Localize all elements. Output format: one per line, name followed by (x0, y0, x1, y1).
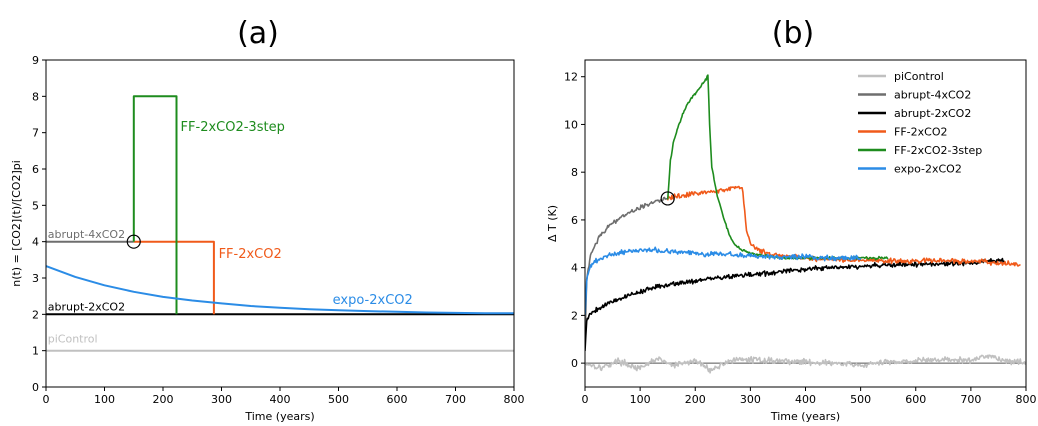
x-tick-label: 700 (445, 393, 466, 406)
x-tick-label: 700 (960, 393, 981, 406)
panel-b: (b) 0 100 200 300 400 500 600 700 800 0 2 4 6 8 10 12 Tim… (546, 16, 1037, 423)
marker-circle (660, 191, 675, 206)
x-tick-label: 300 (211, 393, 232, 406)
series-line-FF-2xCO2-3step (666, 74, 889, 261)
series-label-expo-2xCO2: expo-2xCO2 (333, 293, 413, 308)
panel-a: (a) piControl abrupt-4xCO2 abrupt-2xCO2 FF-2… (10, 16, 525, 423)
plot-area (46, 95, 514, 352)
y-tick-label: 6 (571, 214, 578, 227)
series-label-abrupt-2xCO2: abrupt-2xCO2 (48, 301, 125, 314)
y-axis-label: Δ T (K) (546, 205, 559, 242)
y-tick-label: 4 (32, 236, 39, 249)
y-tick-label: 2 (571, 309, 578, 322)
x-tick-label: 800 (1016, 393, 1037, 406)
legend-entry-FF-2xCO2: FF-2xCO2 (894, 126, 947, 139)
series-line-expo-2xCO2 (46, 265, 514, 315)
x-tick-label: 100 (94, 393, 115, 406)
x-tick-label: 500 (328, 393, 349, 406)
series-label-FF-2xCO2-3step: FF-2xCO2-3step (181, 120, 285, 135)
y-tick-label: 0 (571, 357, 578, 370)
x-axis-label: Time (years) (770, 410, 840, 423)
x-tick-label: 100 (630, 393, 651, 406)
x-tick-label: 600 (905, 393, 926, 406)
x-tick-label: 0 (43, 393, 50, 406)
series-line-piControl (585, 354, 1026, 374)
series-line-abrupt-2xCO2 (585, 257, 1005, 351)
x-tick-label: 400 (795, 393, 816, 406)
legend-entry-expo-2xCO2: expo-2xCO2 (894, 163, 962, 176)
y-tick-label: 1 (32, 345, 39, 358)
marker-circle (126, 234, 141, 249)
y-tick-label: 2 (32, 308, 39, 321)
y-tick-label: 9 (32, 54, 39, 67)
x-tick-label: 200 (153, 393, 174, 406)
series-line-FF-2xCO2 (133, 240, 215, 315)
y-tick-label: 4 (571, 262, 578, 275)
legend: piControl abrupt-4xCO2 abrupt-2xCO2 FF-2xCO… (858, 70, 982, 176)
y-tick-label: 12 (564, 71, 578, 84)
x-tick-label: 0 (582, 393, 589, 406)
y-tick-label: 5 (32, 199, 39, 212)
x-tick-label: 600 (387, 393, 408, 406)
x-tick-label: 400 (270, 393, 291, 406)
legend-entry-abrupt-2xCO2: abrupt-2xCO2 (894, 107, 971, 120)
x-tick-label: 200 (685, 393, 706, 406)
panel-title: (b) (772, 16, 814, 51)
y-tick-label: 8 (32, 90, 39, 103)
series-label-abrupt-4xCO2: abrupt-4xCO2 (48, 228, 125, 241)
series-label-FF-2xCO2: FF-2xCO2 (219, 247, 282, 262)
x-tick-label: 500 (850, 393, 871, 406)
y-tick-label: 6 (32, 163, 39, 176)
y-tick-label: 10 (564, 118, 578, 131)
y-tick-label: 7 (32, 127, 39, 140)
x-tick-label: 800 (504, 393, 525, 406)
series-label-piControl: piControl (48, 333, 98, 346)
axes-frame (45, 59, 515, 388)
y-axis-label: n(t) = [CO2](t)/[CO2]pi (10, 160, 23, 287)
x-axis-label: Time (years) (244, 410, 314, 423)
plot-area (585, 74, 1026, 374)
y-tick-label: 0 (32, 381, 39, 394)
y-tick-label: 8 (571, 166, 578, 179)
legend-entry-piControl: piControl (894, 70, 944, 83)
series-line-FF-2xCO2-3step (132, 95, 178, 315)
legend-entry-abrupt-4xCO2: abrupt-4xCO2 (894, 89, 971, 102)
panel-title: (a) (237, 16, 279, 51)
y-tick-label: 3 (32, 272, 39, 285)
series-line-expo-2xCO2 (585, 246, 862, 315)
legend-entry-FF-2xCO2-3step: FF-2xCO2-3step (894, 144, 982, 157)
x-tick-label: 300 (740, 393, 761, 406)
series-line-abrupt-4xCO2 (585, 196, 669, 344)
series-line-FF-2xCO2 (666, 185, 1021, 267)
